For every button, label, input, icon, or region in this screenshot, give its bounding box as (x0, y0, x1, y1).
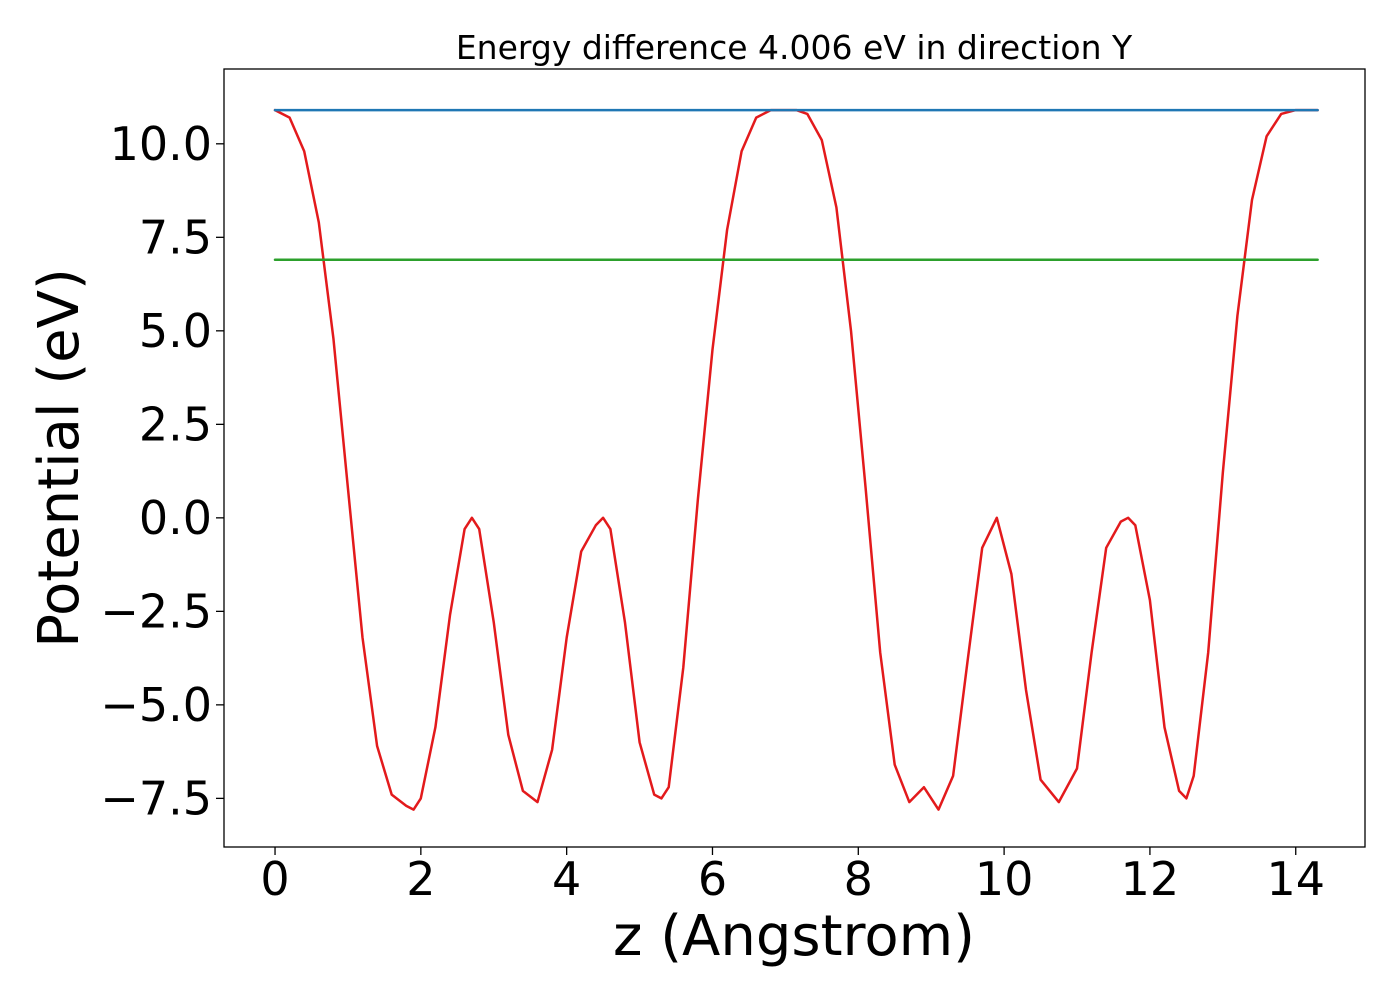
y-tick-label: 5.0 (139, 304, 212, 358)
y-tick-label: 7.5 (139, 210, 212, 264)
x-tick-label: 6 (698, 852, 727, 906)
x-axis: 0 2 4 6 8 10 12 14 (260, 847, 1325, 906)
y-tick-label: −7.5 (100, 771, 212, 825)
x-tick-label: 2 (406, 852, 435, 906)
chart-title: Energy difference 4.006 eV in direction … (456, 28, 1133, 67)
x-tick-label: 4 (552, 852, 581, 906)
y-tick-label: −5.0 (100, 678, 212, 732)
x-tick-label: 0 (260, 852, 289, 906)
plot-frame (223, 68, 1366, 848)
x-tick-label: 10 (975, 852, 1034, 906)
y-axis-title: Potential (eV) (27, 268, 92, 648)
y-tick-label: 0.0 (139, 491, 212, 545)
y-tick-label: 2.5 (139, 397, 212, 451)
y-tick-label: 10.0 (110, 117, 212, 171)
x-tick-label: 14 (1266, 852, 1325, 906)
series-layer (273, 108, 1319, 811)
y-tick-label: −2.5 (100, 584, 212, 638)
y-axis: −7.5 −5.0 −2.5 0.0 2.5 5.0 7.5 10.0 (100, 117, 224, 825)
x-axis-title: z (Angstrom) (613, 904, 975, 969)
x-tick-label: 8 (844, 852, 873, 906)
x-tick-label: 12 (1121, 852, 1180, 906)
